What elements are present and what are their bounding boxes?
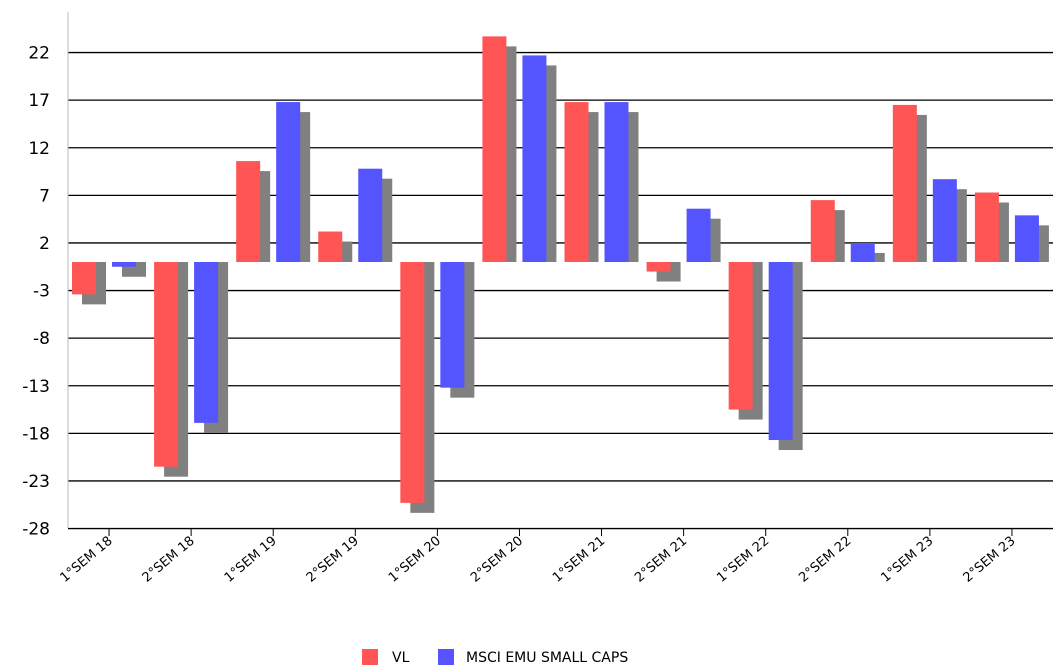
bar-msci-emu-small-caps [932,179,957,262]
y-tick-label: 2 [39,234,50,254]
bar-msci-emu-small-caps [604,102,629,263]
y-tick-label: 12 [28,139,50,159]
y-tick-label: -23 [22,472,50,492]
bar-vl [72,262,96,295]
legend-swatch-msci-emu-small-caps [438,649,454,665]
legend-swatch-vl [362,649,378,665]
bar-msci-emu-small-caps [440,262,465,388]
bar-vl [154,262,179,467]
x-tick-label: 1°SEM 22 [714,534,772,586]
bar-msci-emu-small-caps [522,55,547,262]
bar-msci-emu-small-caps [112,262,136,267]
bar-msci-emu-small-caps [276,102,301,263]
bar-vl [482,36,507,262]
bar-msci-emu-small-caps [1014,215,1039,262]
x-tick-label: 1°SEM 18 [58,534,116,586]
bars [72,36,1049,513]
y-tick-labels: 22 17 12 7 2 -3 -8 -13 -18 -23 -28 [22,44,50,540]
bar-vl [646,262,671,272]
y-tick-label: -8 [33,329,50,349]
bar-msci-emu-small-caps [686,208,711,262]
bar-msci-emu-small-caps [194,262,219,423]
legend-label-msci-emu-small-caps: MSCI EMU SMALL CAPS [466,650,628,666]
bar-vl [318,231,343,262]
legend-label-vl: VL [392,650,410,666]
bar-vl [728,262,753,410]
bar-vl [564,102,589,263]
y-tick-label: -28 [22,520,50,540]
bar-msci-emu-small-caps [768,262,793,441]
x-tick-label: 1°SEM 20 [386,534,444,586]
y-tick-label: -18 [22,424,50,444]
y-tick-label: -13 [22,377,50,397]
x-tick-label: 1°SEM 23 [878,534,936,586]
bar-vl [236,161,261,262]
bar-vl [400,262,425,503]
y-tick-label: 17 [28,91,50,111]
x-tick-label: 2°SEM 18 [140,534,198,586]
x-tick-label: 2°SEM 21 [632,534,690,586]
x-tick-label: 1°SEM 21 [550,534,608,586]
y-tick-label: 22 [28,44,50,64]
x-tick-label: 2°SEM 22 [796,534,854,586]
bar-vl [810,200,835,262]
bar-msci-emu-small-caps [850,242,875,262]
x-tick-label: 2°SEM 19 [304,534,362,586]
x-tick-label: 2°SEM 20 [468,534,526,586]
legend: VL MSCI EMU SMALL CAPS [362,649,628,666]
x-tick-label: 2°SEM 23 [961,534,1019,586]
x-tick-labels: 1°SEM 18 2°SEM 18 1°SEM 19 2°SEM 19 1°SEM 20… [58,528,1019,586]
bar-msci-emu-small-caps [358,168,383,262]
bar-vl [974,192,999,262]
grid-lines [68,51,1053,530]
x-tick-label: 1°SEM 19 [222,534,280,586]
bar-vl [892,104,917,262]
y-tick-label: 7 [39,186,50,206]
y-tick-label: -3 [33,282,50,302]
